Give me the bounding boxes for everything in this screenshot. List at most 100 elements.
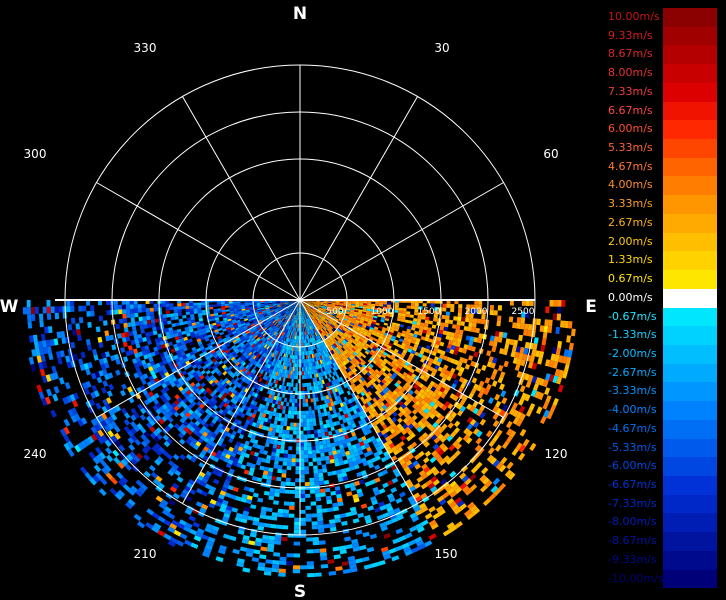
- velocity-cell: [277, 306, 282, 309]
- velocity-cell: [300, 446, 304, 451]
- velocity-cell: [246, 338, 251, 343]
- velocity-cell: [355, 343, 360, 348]
- velocity-cell: [281, 331, 284, 336]
- velocity-cell: [357, 437, 363, 443]
- velocity-cell: [336, 436, 342, 442]
- velocity-cell: [309, 338, 312, 343]
- velocity-cell: [293, 422, 297, 427]
- velocity-cell: [301, 331, 303, 336]
- velocity-cell: [310, 316, 313, 321]
- velocity-cell: [105, 447, 113, 455]
- velocity-cell: [327, 377, 332, 383]
- velocity-cell: [347, 398, 353, 404]
- velocity-cell: [398, 491, 406, 498]
- velocity-cell: [377, 449, 384, 456]
- velocity-cell: [308, 308, 312, 311]
- velocity-cell: [339, 367, 344, 372]
- velocity-cell: [307, 302, 312, 304]
- velocity-cell: [400, 409, 407, 415]
- velocity-cell: [355, 328, 360, 333]
- velocity-cell: [366, 406, 372, 412]
- velocity-cell: [337, 501, 344, 507]
- velocity-cell: [310, 489, 316, 494]
- velocity-cell: [431, 392, 438, 398]
- velocity-cell: [450, 307, 455, 313]
- velocity-cell: [352, 334, 357, 339]
- velocity-cell: [135, 366, 141, 373]
- velocity-cell: [232, 380, 238, 385]
- velocity-cell: [422, 303, 427, 307]
- velocity-cell: [319, 548, 327, 553]
- velocity-cell: [122, 483, 131, 492]
- velocity-cell: [411, 546, 420, 554]
- velocity-cell: [349, 331, 354, 335]
- velocity-cell: [387, 345, 392, 350]
- velocity-cell: [294, 335, 297, 340]
- velocity-cell: [274, 309, 279, 312]
- velocity-cell: [287, 325, 291, 330]
- velocity-cell: [302, 303, 305, 307]
- velocity-cell: [420, 358, 426, 363]
- velocity-cell: [259, 514, 266, 520]
- velocity-cell: [454, 497, 462, 505]
- velocity-cell: [130, 414, 137, 422]
- velocity-cell: [333, 357, 338, 362]
- velocity-cell: [336, 395, 341, 400]
- velocity-cell: [352, 518, 360, 524]
- velocity-cell: [339, 444, 344, 450]
- velocity-cell: [235, 344, 241, 349]
- velocity-cell: [377, 388, 383, 394]
- velocity-cell: [291, 305, 295, 309]
- velocity-cell: [193, 535, 202, 542]
- velocity-cell: [253, 439, 259, 445]
- velocity-cell: [316, 457, 322, 462]
- velocity-cell: [450, 332, 455, 337]
- velocity-cell: [440, 392, 447, 399]
- velocity-cell: [226, 450, 233, 456]
- velocity-cell: [281, 305, 286, 308]
- velocity-cell: [318, 320, 322, 324]
- velocity-cell: [435, 340, 441, 346]
- velocity-cell: [396, 514, 404, 521]
- velocity-cell: [215, 356, 220, 361]
- velocity-cell: [393, 507, 401, 514]
- velocity-cell: [386, 353, 392, 359]
- velocity-cell: [282, 336, 285, 341]
- velocity-cell: [314, 318, 317, 323]
- velocity-cell: [405, 420, 412, 427]
- velocity-cell: [440, 322, 445, 327]
- velocity-cell: [298, 323, 300, 328]
- velocity-cell: [98, 488, 107, 497]
- velocity-cell: [310, 311, 314, 316]
- velocity-cell: [216, 497, 224, 504]
- velocity-cell: [330, 490, 337, 496]
- velocity-cell: [314, 312, 319, 316]
- velocity-cell: [312, 353, 316, 358]
- velocity-cell: [65, 395, 72, 404]
- velocity-cell: [234, 409, 240, 415]
- velocity-cell: [358, 363, 363, 368]
- velocity-cell: [205, 470, 212, 477]
- velocity-cell: [264, 405, 269, 411]
- velocity-cell: [394, 387, 401, 393]
- velocity-cell: [208, 379, 214, 385]
- velocity-cell: [292, 323, 295, 327]
- velocity-cell: [258, 334, 263, 339]
- velocity-cell: [397, 350, 403, 355]
- velocity-cell: [407, 338, 412, 343]
- velocity-cell: [276, 392, 281, 397]
- velocity-cell: [276, 404, 281, 410]
- velocity-cell: [288, 346, 291, 351]
- velocity-cell: [269, 343, 274, 348]
- velocity-cell: [519, 385, 526, 393]
- velocity-cell: [311, 304, 315, 307]
- velocity-cell: [340, 389, 345, 395]
- velocity-cell: [294, 311, 296, 315]
- velocity-cell: [274, 350, 278, 355]
- velocity-cell: [249, 353, 254, 358]
- velocity-cell: [347, 376, 352, 382]
- velocity-cell: [418, 435, 425, 442]
- velocity-cell: [250, 358, 255, 363]
- velocity-cell: [291, 402, 295, 407]
- velocity-cell: [218, 353, 224, 359]
